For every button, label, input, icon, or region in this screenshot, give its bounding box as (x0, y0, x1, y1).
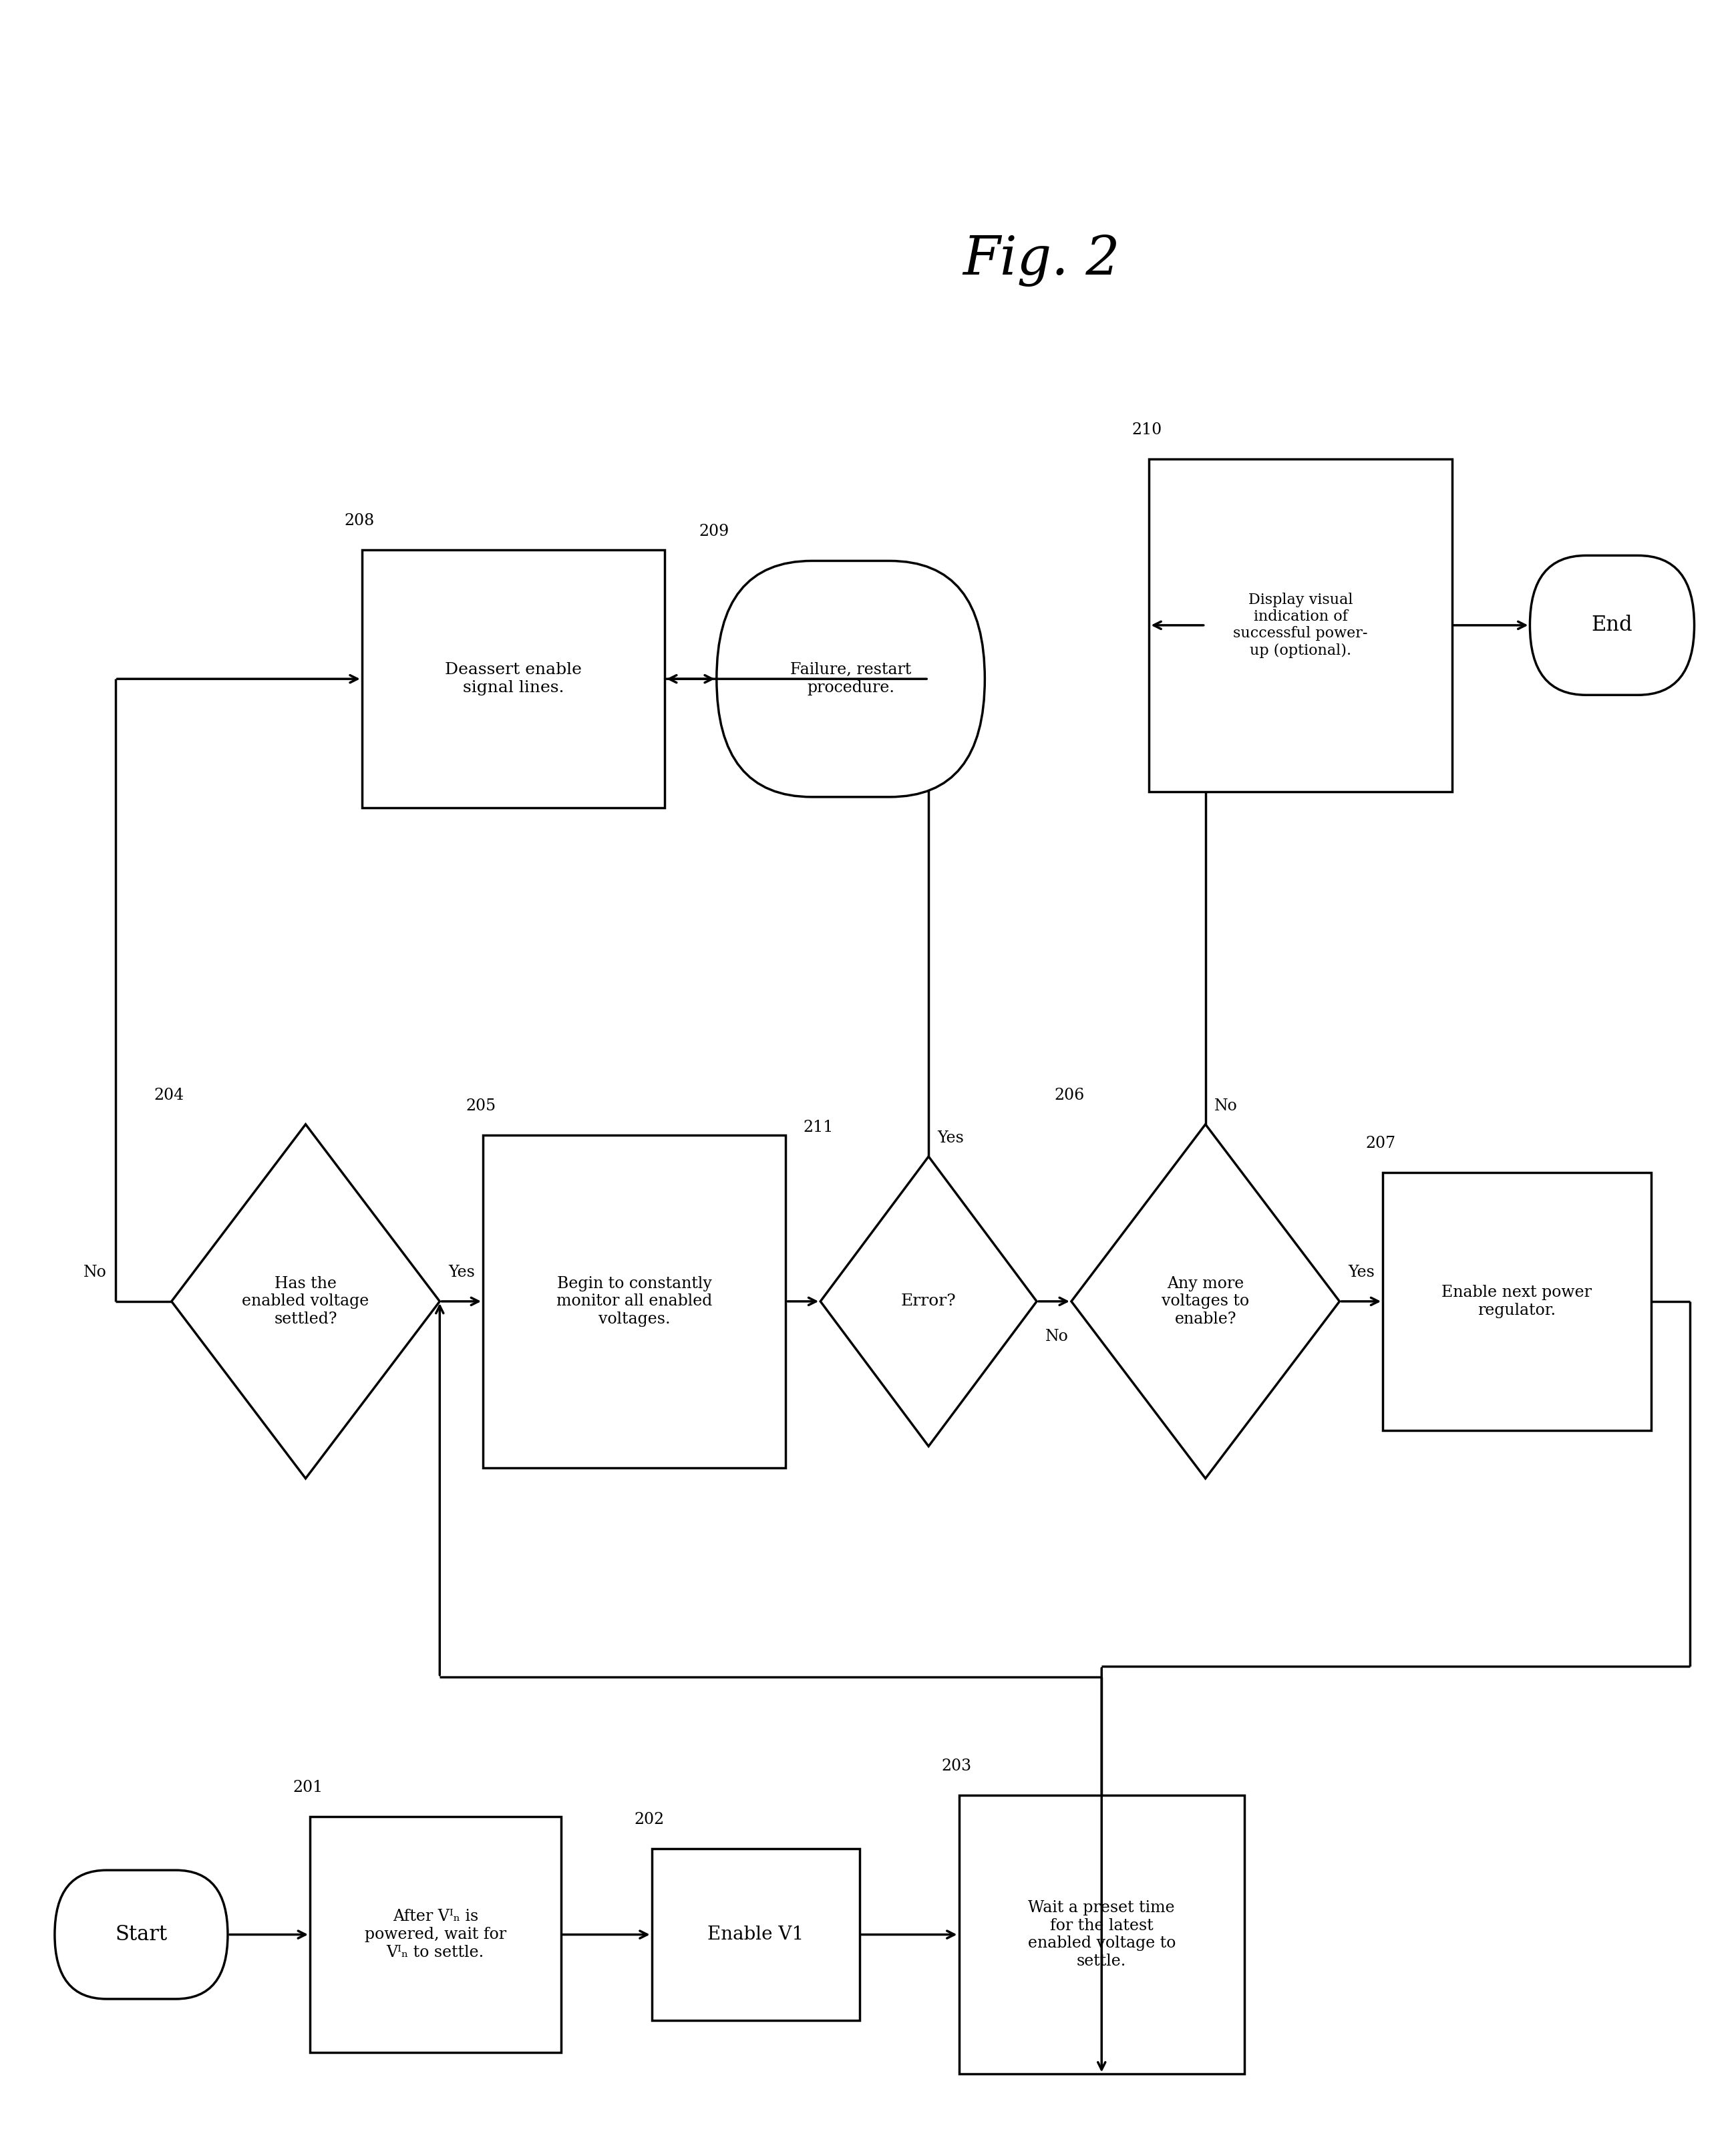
Polygon shape (821, 1156, 1036, 1446)
Text: Error?: Error? (901, 1293, 957, 1308)
Text: Has the
enabled voltage
settled?: Has the enabled voltage settled? (241, 1276, 370, 1328)
Text: Deassert enable
signal lines.: Deassert enable signal lines. (444, 663, 582, 695)
Text: 205: 205 (465, 1098, 496, 1113)
Polygon shape (1071, 1123, 1340, 1478)
Text: 206: 206 (1054, 1087, 1085, 1102)
Text: No: No (1213, 1098, 1238, 1113)
Text: Yes: Yes (1349, 1265, 1375, 1280)
Text: No: No (83, 1265, 106, 1280)
Text: 204: 204 (155, 1087, 184, 1102)
FancyBboxPatch shape (717, 562, 984, 796)
Bar (651, 1849, 859, 2021)
Bar (1384, 1173, 1651, 1431)
Text: Enable next power
regulator.: Enable next power regulator. (1443, 1285, 1592, 1317)
Text: No: No (1045, 1330, 1069, 1345)
Text: 208: 208 (344, 514, 375, 529)
Bar (361, 551, 665, 807)
Text: Fig. 2: Fig. 2 (962, 235, 1120, 286)
Text: Wait a preset time
for the latest
enabled voltage to
settle.: Wait a preset time for the latest enable… (1028, 1900, 1175, 1969)
Bar (958, 1795, 1245, 2075)
Text: After Vᴵₙ is
powered, wait for
Vᴵₙ to settle.: After Vᴵₙ is powered, wait for Vᴵₙ to se… (365, 1909, 507, 1960)
Polygon shape (172, 1123, 439, 1478)
Bar (1149, 458, 1451, 792)
Bar (483, 1134, 786, 1468)
Text: Begin to constantly
monitor all enabled
voltages.: Begin to constantly monitor all enabled … (557, 1276, 712, 1328)
Text: 210: 210 (1132, 422, 1161, 437)
FancyBboxPatch shape (56, 1870, 227, 1999)
Text: Start: Start (115, 1924, 167, 1945)
Bar (311, 1816, 561, 2053)
Text: 211: 211 (804, 1119, 833, 1134)
Text: 209: 209 (700, 525, 729, 540)
Text: End: End (1592, 615, 1632, 635)
Text: Yes: Yes (937, 1130, 963, 1145)
Text: 201: 201 (293, 1780, 323, 1795)
Text: Yes: Yes (448, 1265, 476, 1280)
Text: Enable V1: Enable V1 (707, 1926, 804, 1943)
Text: 203: 203 (941, 1758, 972, 1773)
Text: Any more
voltages to
enable?: Any more voltages to enable? (1161, 1276, 1250, 1328)
Text: Display visual
indication of
successful power-
up (optional).: Display visual indication of successful … (1233, 592, 1368, 659)
FancyBboxPatch shape (1529, 555, 1694, 695)
Text: Failure, restart
procedure.: Failure, restart procedure. (790, 663, 911, 695)
Text: 202: 202 (634, 1812, 665, 1827)
Text: 207: 207 (1366, 1136, 1396, 1151)
